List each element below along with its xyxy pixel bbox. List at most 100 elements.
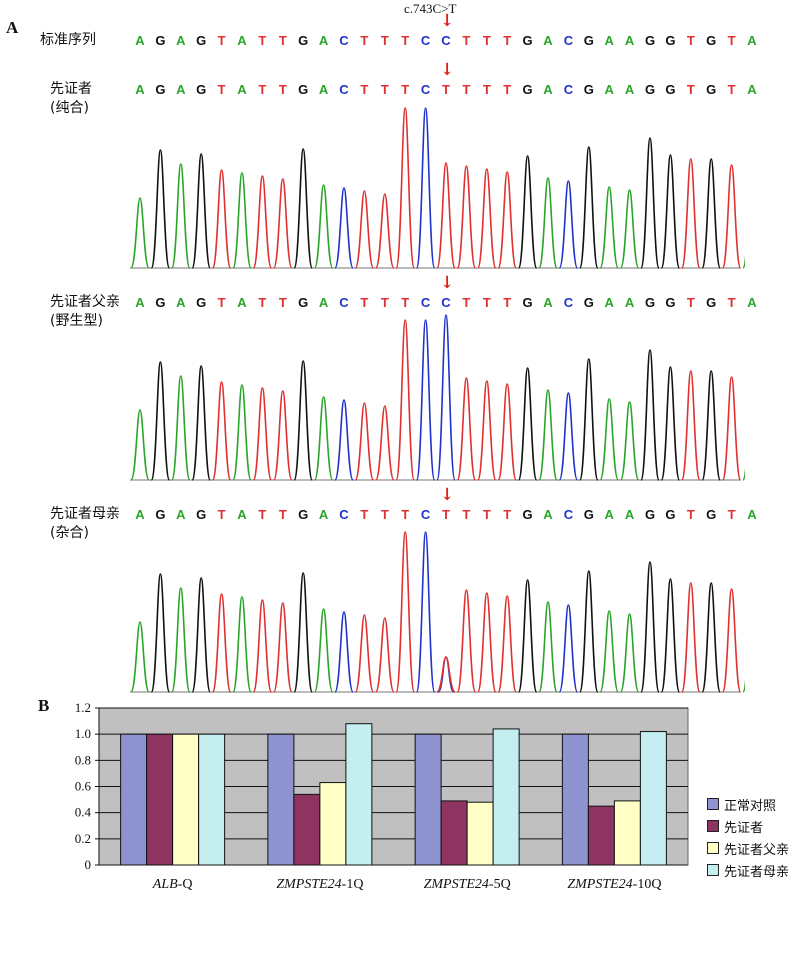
trace-peak bbox=[579, 570, 599, 693]
bar-3-0 bbox=[561, 733, 589, 866]
trace-peak bbox=[619, 613, 640, 693]
trace-peak bbox=[171, 375, 191, 481]
base-letter: G bbox=[522, 82, 533, 97]
base-letter: A bbox=[543, 507, 553, 522]
trace-peak bbox=[456, 165, 477, 269]
base-letter: A bbox=[318, 507, 329, 522]
trace-peak bbox=[456, 377, 477, 481]
base-letter: C bbox=[339, 33, 349, 48]
mutation-arrow-icon: ↓ bbox=[440, 60, 455, 80]
base-letter: C bbox=[420, 82, 431, 97]
legend-swatch bbox=[707, 864, 719, 876]
base-letter: G bbox=[196, 33, 207, 48]
legend-item: 先证者 bbox=[707, 815, 789, 837]
chromatogram-trace bbox=[130, 531, 745, 693]
base-letter: G bbox=[665, 33, 676, 48]
trace-peak bbox=[619, 401, 640, 481]
base-letter: G bbox=[583, 295, 594, 310]
base-letter: G bbox=[583, 82, 594, 97]
legend-swatch bbox=[707, 842, 719, 854]
sample-label-line: (纯合) bbox=[50, 100, 89, 116]
base-letter: A bbox=[237, 295, 247, 310]
trace-peak bbox=[395, 319, 415, 481]
base-letter: G bbox=[298, 295, 309, 310]
base-letter: G bbox=[196, 295, 207, 310]
trace-peak bbox=[681, 158, 701, 269]
base-letter: T bbox=[217, 33, 226, 48]
base-letter: T bbox=[503, 33, 512, 48]
base-letter: T bbox=[503, 507, 512, 522]
trace-peak bbox=[150, 149, 171, 269]
sample-label-line: (杂合) bbox=[50, 525, 89, 541]
base-letter: C bbox=[441, 33, 451, 48]
trace-peak bbox=[273, 390, 293, 481]
base-letter: T bbox=[278, 82, 287, 97]
mutation-arrow-icon: ↓ bbox=[440, 273, 455, 293]
legend-item: 先证者父亲 bbox=[707, 837, 789, 859]
panel-a-label: A bbox=[6, 18, 19, 37]
chart-legend: 正常对照 先证者 先证者父亲 先证者母亲 bbox=[707, 793, 789, 881]
base-letter: G bbox=[298, 507, 309, 522]
base-letter: T bbox=[462, 33, 471, 48]
base-letter: T bbox=[360, 507, 369, 522]
trace-peak bbox=[660, 366, 681, 481]
base-letter: A bbox=[543, 82, 553, 97]
base-letter: A bbox=[135, 33, 145, 48]
trace-peak bbox=[517, 155, 538, 269]
trace-peak bbox=[640, 137, 660, 269]
y-tick-label: 1.0 bbox=[75, 726, 91, 741]
trace-peak bbox=[293, 572, 313, 693]
base-letter: G bbox=[665, 295, 676, 310]
base-letter: T bbox=[258, 507, 267, 522]
base-letter: A bbox=[747, 82, 757, 97]
base-letter: G bbox=[644, 33, 656, 48]
trace-peak bbox=[232, 172, 252, 269]
base-letter: T bbox=[462, 295, 471, 310]
trace-peak bbox=[293, 360, 313, 481]
base-letter: G bbox=[706, 295, 717, 310]
base-letter: G bbox=[665, 507, 676, 522]
base-letter: G bbox=[155, 507, 166, 522]
x-tick-label: ZMPSTE24-1Q bbox=[276, 877, 363, 892]
trace-peak bbox=[721, 376, 742, 481]
trace-peak bbox=[640, 349, 660, 481]
x-tick-label: ZMPSTE24-10Q bbox=[567, 877, 661, 892]
base-letter: A bbox=[604, 295, 614, 310]
base-letter: A bbox=[604, 82, 614, 97]
trace-peak bbox=[497, 383, 517, 481]
trace-peak bbox=[293, 148, 313, 269]
base-letter: T bbox=[503, 295, 512, 310]
trace-peak bbox=[579, 358, 599, 481]
trace-peak bbox=[375, 405, 395, 481]
base-letter: G bbox=[706, 82, 717, 97]
base-letter: A bbox=[747, 33, 757, 48]
trace-peak bbox=[558, 392, 579, 481]
chromatogram-trace bbox=[130, 107, 745, 269]
trace-peak bbox=[721, 164, 742, 269]
trace-peak bbox=[742, 466, 745, 481]
base-letter: A bbox=[176, 295, 186, 310]
base-letter: A bbox=[747, 507, 757, 522]
trace-peak bbox=[171, 587, 191, 693]
trace-peak bbox=[701, 582, 721, 693]
base-letter: A bbox=[624, 295, 635, 310]
base-letter: A bbox=[624, 82, 635, 97]
legend-swatch bbox=[707, 820, 719, 832]
trace-peak bbox=[558, 604, 579, 693]
trace-peak bbox=[191, 365, 211, 481]
trace-peak bbox=[334, 611, 354, 693]
base-letter: T bbox=[258, 33, 267, 48]
trace-peak bbox=[497, 171, 517, 269]
base-letter: A bbox=[604, 507, 614, 522]
trace-peak bbox=[579, 146, 599, 269]
trace-peak bbox=[517, 579, 538, 693]
x-tick-label: ALB-Q bbox=[152, 877, 193, 892]
trace-peak bbox=[273, 602, 293, 693]
legend-label: 先证者父亲 bbox=[724, 842, 790, 858]
trace-peak bbox=[313, 608, 334, 693]
trace-peak bbox=[497, 595, 517, 693]
base-letter: G bbox=[644, 295, 656, 310]
mutation-arrow-icon: ↓ bbox=[440, 485, 455, 505]
sample-label-line: 先证者母亲 bbox=[50, 506, 120, 522]
base-letter: T bbox=[503, 82, 512, 97]
